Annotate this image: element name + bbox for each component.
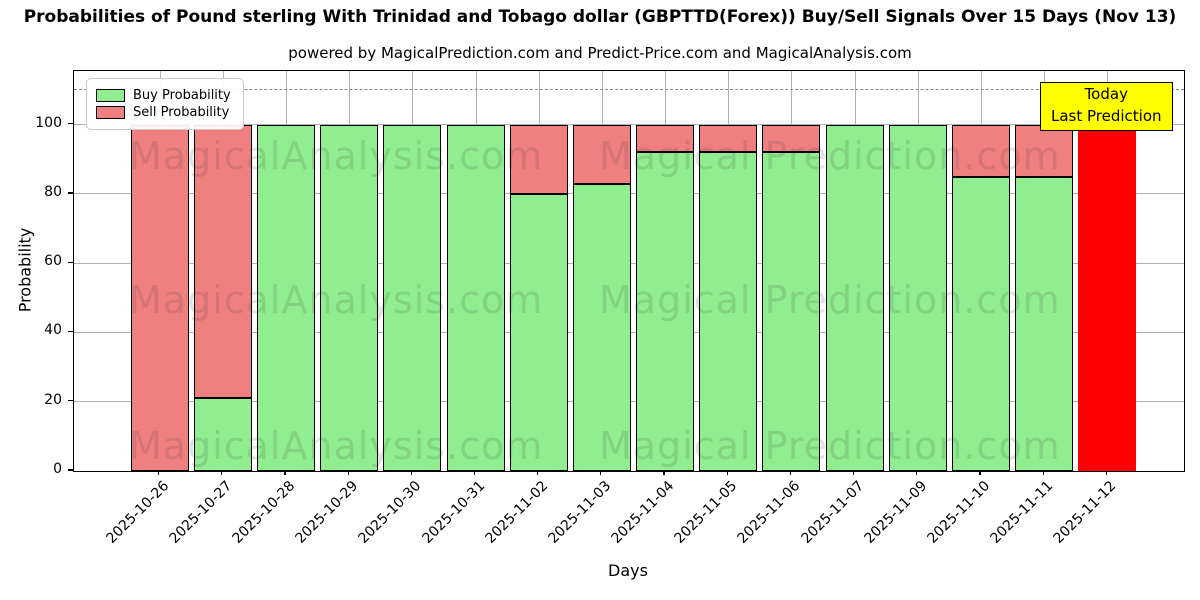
bar-buy-segment: [952, 176, 1011, 471]
bar-buy-segment: [762, 152, 821, 471]
bar-buy-segment: [636, 152, 695, 471]
y-tick-label: 60: [44, 253, 62, 270]
bar: [383, 71, 442, 471]
bar: [320, 71, 379, 471]
today-bar: [1078, 124, 1137, 471]
y-tick-label: 0: [53, 461, 62, 477]
bar: [888, 71, 947, 471]
legend-swatch: [96, 106, 125, 119]
x-tick: [473, 471, 476, 476]
y-tick-label: 80: [44, 183, 62, 200]
x-tick: [284, 471, 286, 476]
bar-sell-segment: [1015, 124, 1074, 177]
y-tick: [68, 400, 73, 402]
plot-area: MagicalAnalysis.comMagical Prediction.co…: [73, 70, 1185, 472]
y-tick: [68, 123, 73, 125]
bar-buy-segment: [699, 152, 758, 471]
legend-item: Buy Probability: [96, 88, 231, 103]
x-tick: [789, 471, 792, 476]
today-annotation: Today Last Prediction: [1040, 82, 1173, 131]
bar-sell-segment: [509, 124, 568, 194]
y-tick: [68, 261, 73, 263]
bar-buy-segment: [1015, 176, 1074, 471]
bar: [636, 71, 695, 471]
bar-sell-segment: [952, 124, 1011, 177]
x-tick: [157, 471, 160, 476]
bar: [509, 71, 568, 471]
bar: [130, 71, 189, 471]
bar-buy-segment: [256, 124, 315, 471]
today-annotation-line1: Today: [1084, 85, 1128, 103]
bar-buy-segment: [509, 193, 568, 471]
y-tick: [68, 192, 73, 194]
y-tick: [68, 330, 73, 333]
bar-sell-segment: [699, 124, 758, 153]
x-tick: [221, 471, 223, 476]
chart-title: Probabilities of Pound sterling With Tri…: [23, 7, 1177, 27]
bar-buy-segment: [888, 124, 947, 471]
dashed-threshold-line: [74, 89, 1184, 91]
bar: [699, 71, 758, 471]
bar: [952, 71, 1011, 471]
y-tick-label: 20: [44, 391, 62, 408]
legend-item-label: Sell Probability: [133, 105, 230, 120]
x-tick: [853, 471, 855, 476]
y-axis-label: Probability: [15, 227, 35, 313]
bar-sell-segment: [636, 124, 695, 153]
bar: [1015, 71, 1074, 471]
bar-buy-segment: [572, 183, 631, 471]
bar: [1078, 71, 1137, 471]
bar: [762, 71, 821, 471]
h-gridline: [74, 124, 1184, 126]
x-tick: [600, 471, 602, 476]
y-tick-label: 40: [44, 322, 62, 339]
x-tick: [979, 471, 981, 476]
bar-buy-segment: [825, 124, 884, 471]
x-tick: [347, 471, 349, 476]
x-tick: [916, 471, 918, 476]
x-tick: [410, 471, 412, 476]
bar-buy-segment: [446, 124, 505, 471]
bar-sell-segment: [130, 124, 189, 471]
x-tick: [1105, 471, 1107, 476]
legend-item: Sell Probability: [96, 105, 231, 120]
x-tick: [663, 471, 665, 476]
bar-buy-segment: [383, 124, 442, 471]
bar-buy-segment: [320, 124, 379, 471]
legend-item-label: Buy Probability: [133, 87, 231, 103]
x-axis-label: Days: [608, 561, 648, 580]
bar-buy-segment: [193, 398, 252, 471]
y-tick-label: 100: [35, 114, 62, 131]
bar-sell-segment: [193, 124, 252, 399]
chart-subtitle: powered by MagicalPrediction.com and Pre…: [288, 44, 912, 62]
today-annotation-line2: Last Prediction: [1051, 106, 1162, 125]
x-tick: [726, 471, 728, 476]
legend-swatch: [96, 88, 125, 102]
x-tick: [537, 471, 539, 476]
bar-sell-segment: [762, 124, 821, 153]
bar: [193, 71, 252, 471]
x-tick: [1042, 471, 1044, 476]
bar: [446, 71, 505, 471]
bar: [256, 71, 315, 471]
y-tick: [68, 469, 73, 471]
bar: [572, 71, 631, 471]
bar-sell-segment: [572, 124, 631, 184]
legend: Buy Probability Sell Probability: [86, 78, 244, 130]
bar: [825, 71, 884, 471]
